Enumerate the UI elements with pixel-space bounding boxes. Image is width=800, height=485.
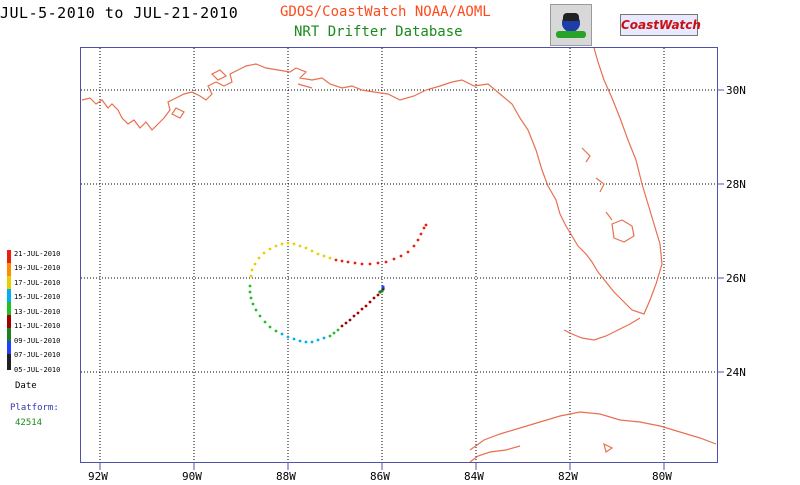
lon-tick-label: 88W xyxy=(276,470,296,483)
legend-label: 15-JUL-2010 xyxy=(14,293,61,301)
platform-label: Platform: xyxy=(10,403,59,413)
legend-swatch xyxy=(7,354,11,370)
legend-label: 21-JUL-2010 xyxy=(14,250,61,258)
legend-swatch xyxy=(7,341,11,354)
graticule xyxy=(81,48,717,462)
lon-tick-label: 82W xyxy=(558,470,578,483)
legend-label: 09-JUL-2010 xyxy=(14,337,61,345)
noaa-logo-icon xyxy=(550,4,592,46)
legend-swatch xyxy=(7,276,11,289)
date-range-title: JUL-5-2010 to JUL-21-2010 xyxy=(0,4,239,22)
legend-swatch xyxy=(7,250,11,263)
lat-tick-label: 30N xyxy=(726,84,746,97)
lon-tick-label: 80W xyxy=(652,470,672,483)
lon-tick-label: 86W xyxy=(370,470,390,483)
coastwatch-logo: CoastWatch xyxy=(620,14,701,36)
lon-tick-label: 92W xyxy=(88,470,108,483)
organization-title: GDOS/CoastWatch NOAA/AOML xyxy=(280,4,491,20)
legend-label: 05-JUL-2010 xyxy=(14,366,61,374)
legend-label: 17-JUL-2010 xyxy=(14,279,61,287)
date-legend: 21-JUL-2010 19-JUL-2010 17-JUL-2010 15-J… xyxy=(5,250,68,374)
lon-tick-label: 90W xyxy=(182,470,202,483)
legend-swatch xyxy=(7,302,11,315)
legend-label: 13-JUL-2010 xyxy=(14,308,61,316)
legend-label: 19-JUL-2010 xyxy=(14,264,61,272)
lat-tick-label: 28N xyxy=(726,178,746,191)
legend-title: Date xyxy=(15,381,37,391)
map-frame xyxy=(80,47,718,463)
lat-tick-label: 24N xyxy=(726,366,746,379)
lat-tick-label: 26N xyxy=(726,272,746,285)
legend-swatch xyxy=(7,289,11,302)
legend-swatch xyxy=(7,263,11,276)
lon-tick-label: 84W xyxy=(464,470,484,483)
legend-label: 07-JUL-2010 xyxy=(14,351,61,359)
drifter-track xyxy=(248,223,428,344)
platform-id: 42514 xyxy=(15,418,43,428)
database-title: NRT Drifter Database xyxy=(294,24,463,40)
legend-swatch xyxy=(7,315,11,328)
coastline xyxy=(81,47,717,463)
legend-swatch xyxy=(7,328,11,341)
legend-label: 11-JUL-2010 xyxy=(14,322,61,330)
